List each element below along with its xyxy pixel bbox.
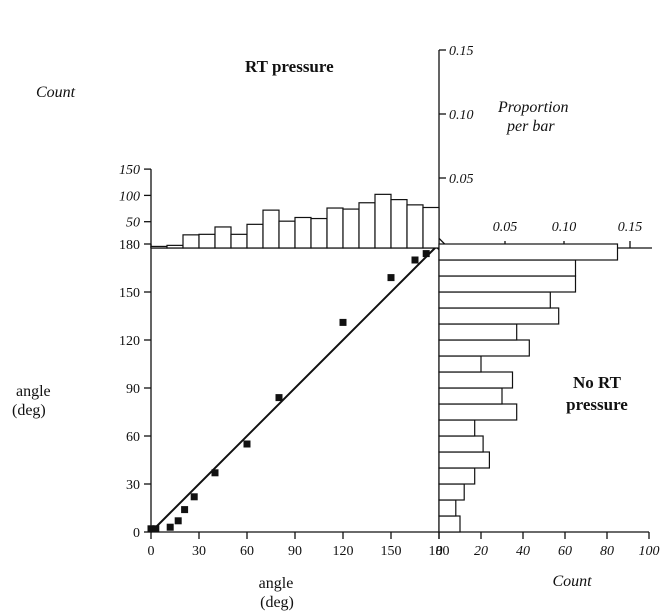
- top-histogram-bar: [166, 244, 184, 249]
- y-axis-label-line2: (deg): [12, 402, 46, 419]
- scatter-point: [275, 394, 283, 402]
- top-histogram-title: RT pressure: [245, 57, 334, 76]
- scatter-x-tick-label: 180: [429, 544, 450, 559]
- top-histogram-bar: [326, 207, 344, 249]
- scatter-x-tick-label: 60: [240, 544, 254, 559]
- right-histogram-bar: [438, 499, 457, 517]
- top-histogram-bar: [278, 220, 296, 249]
- proportion-label-line2: per bar: [506, 118, 555, 135]
- top-count-tick-label: 100: [119, 189, 140, 204]
- points-layer: [147, 250, 430, 533]
- top-count-tick-label: 50: [126, 216, 140, 231]
- top-histogram-bar: [390, 199, 408, 249]
- scatter-y-tick-label: 150: [119, 286, 140, 301]
- right-count-tick-label: 0: [436, 544, 443, 559]
- right-histogram-bar: [438, 451, 491, 469]
- right-histogram-bar: [438, 387, 503, 405]
- right-histogram-bar: [438, 403, 518, 421]
- right-count-tick-label: 40: [516, 544, 530, 559]
- top-histogram-bar: [294, 216, 312, 249]
- top-histogram-bar: [406, 204, 424, 249]
- right-histogram-bar: [438, 339, 530, 357]
- scatter-point: [152, 525, 160, 533]
- top-histogram-bar: [150, 245, 168, 249]
- right-proportion-tick-label: 0.05: [493, 220, 518, 235]
- top-histogram-bar: [342, 208, 360, 249]
- scatter-x-tick-label: 30: [192, 544, 206, 559]
- scatter-point: [339, 318, 347, 326]
- top-histogram-bar: [230, 233, 248, 249]
- top-histogram-bar: [422, 206, 440, 249]
- right-histogram-bar: [438, 307, 560, 325]
- scatter-y-tick-label: 60: [126, 430, 140, 445]
- right-histogram-bar: [438, 323, 518, 341]
- right-proportion-tick-label: 0.10: [552, 220, 577, 235]
- top-histogram-bar: [214, 226, 232, 249]
- scatter-point: [181, 506, 189, 514]
- scatter-y-tick-label: 180: [119, 238, 140, 253]
- right-count-tick-label: 60: [558, 544, 572, 559]
- top-count-tick-label: 150: [119, 163, 140, 178]
- scatter-x-tick-label: 120: [333, 544, 354, 559]
- top-proportion-tick-label: 0.10: [449, 108, 474, 123]
- right-histogram-title-line1: No RT: [573, 373, 622, 392]
- right-histogram-bar: [438, 435, 484, 453]
- top-histogram-bar: [358, 202, 376, 249]
- right-histogram-bar: [438, 291, 551, 309]
- scatter-x-tick-label: 0: [148, 544, 155, 559]
- right-count-tick-label: 80: [600, 544, 614, 559]
- scatter-x-tick-label: 90: [288, 544, 302, 559]
- scatter-point: [411, 256, 419, 264]
- x-axis-label-line2: (deg): [260, 594, 294, 611]
- scatter-y-tick-label: 0: [133, 526, 140, 541]
- reference-diagonal-line: [150, 243, 440, 533]
- scatter-point: [190, 493, 198, 501]
- right-count-tick-label: 100: [639, 544, 660, 559]
- right-count-tick-label: 20: [474, 544, 488, 559]
- scatter-x-tick-label: 150: [381, 544, 402, 559]
- scatter-y-tick-label: 120: [119, 334, 140, 349]
- scatter-point: [387, 274, 395, 282]
- top-histogram-bar: [262, 209, 280, 249]
- right-histogram-bar: [438, 275, 577, 293]
- top-proportion-tick-label: 0.05: [449, 172, 474, 187]
- scatter-y-tick-label: 90: [126, 382, 140, 397]
- top-histogram-bar: [246, 223, 264, 249]
- scatter-point: [422, 250, 430, 258]
- proportion-label-line1: Proportion: [497, 99, 569, 116]
- right-histogram-bar: [438, 515, 461, 533]
- scatter-point: [147, 525, 155, 533]
- scatter-point: [243, 440, 251, 448]
- scatter-point: [211, 469, 219, 477]
- right-count-axis-label: Count: [552, 573, 592, 590]
- x-axis-label-line1: angle: [259, 575, 294, 592]
- right-histogram-bar: [438, 467, 476, 485]
- right-histogram-title-line2: pressure: [566, 395, 628, 414]
- right-proportion-tick-label: 0.15: [618, 220, 643, 235]
- scatter-point: [174, 517, 182, 525]
- right-histogram-bar: [438, 483, 465, 501]
- right-histogram-bar: [438, 371, 514, 389]
- axes-layer: [144, 49, 652, 539]
- top-histogram-bar: [374, 193, 392, 249]
- top-histogram-bar: [198, 233, 216, 249]
- top-histogram-bar: [182, 234, 200, 249]
- top-histogram-bar: [310, 217, 328, 249]
- scatter-y-tick-label: 30: [126, 478, 140, 493]
- bars-layer: [150, 193, 619, 533]
- top-count-axis-label: Count: [36, 84, 76, 101]
- labels-layer: RT pressure Count Proportion per bar ang…: [12, 44, 660, 611]
- right-histogram-bar: [438, 419, 476, 437]
- right-histogram-bar: [438, 243, 619, 261]
- right-histogram-bar: [438, 259, 577, 277]
- y-axis-label-line1: angle: [16, 383, 51, 400]
- scatter-point: [166, 523, 174, 531]
- right-histogram-bar: [438, 355, 482, 373]
- top-proportion-tick-label: 0.15: [449, 44, 474, 59]
